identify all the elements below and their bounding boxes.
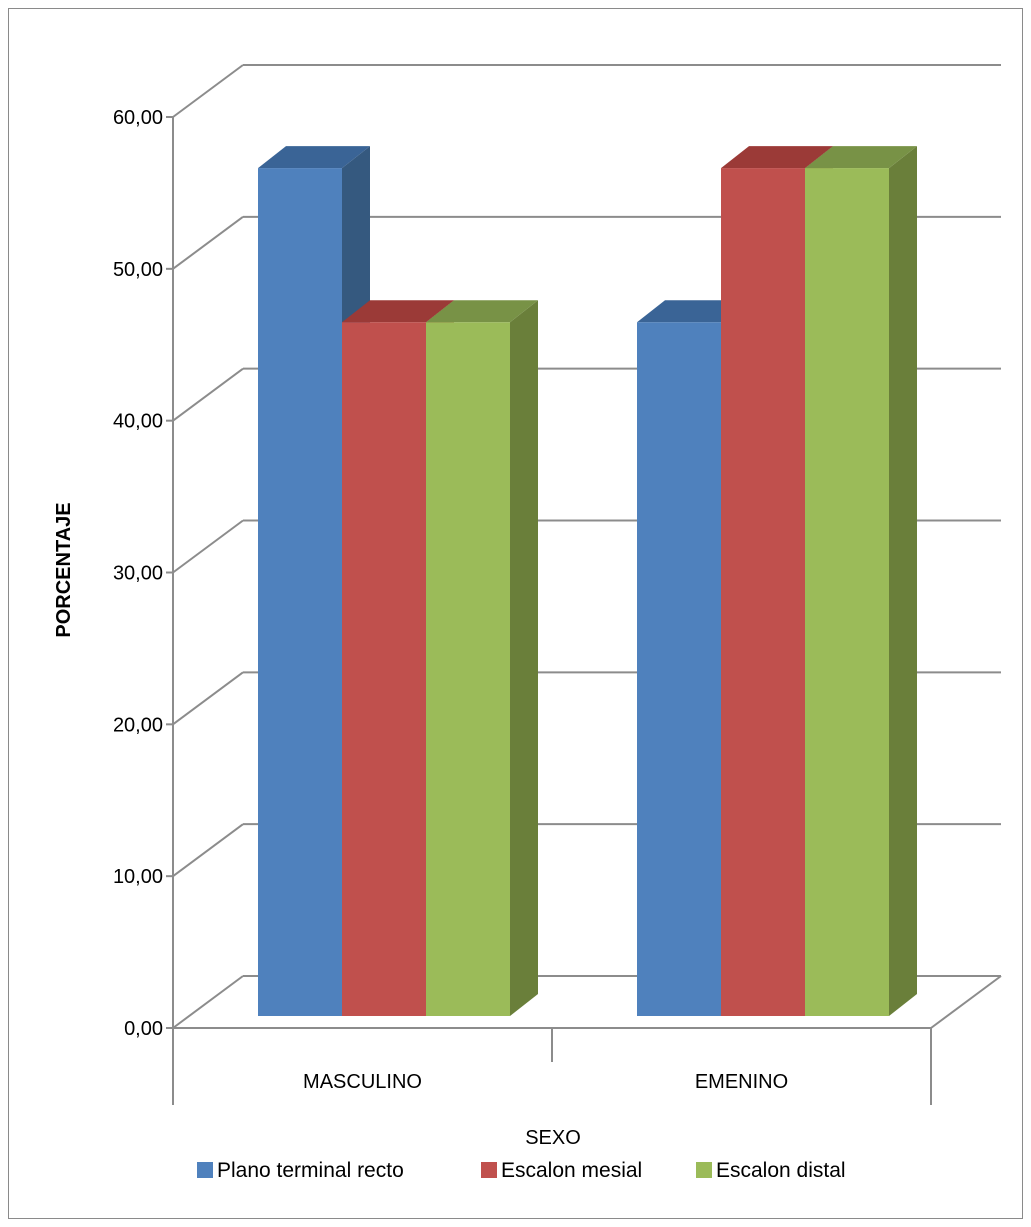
bar-top [426, 300, 538, 323]
bar-front [721, 168, 805, 1017]
bar-escalon-distal [805, 146, 917, 1017]
y-tick-label: 10,00 [113, 866, 163, 888]
legend-swatch [481, 1162, 497, 1178]
x-axis-title: SEXO [525, 1127, 581, 1149]
legend-item: Plano terminal recto [197, 1159, 404, 1182]
legend-item: Escalon distal [696, 1159, 846, 1182]
y-tick-label: 50,00 [113, 259, 163, 281]
gridline-diagonal [172, 519, 244, 574]
legend-item: Escalon mesial [481, 1159, 642, 1182]
bars [258, 146, 917, 1017]
legend-swatch [197, 1162, 213, 1178]
gridline-diagonal [172, 367, 244, 422]
bar-front [258, 168, 342, 1017]
x-tick-label: EMENINO [695, 1071, 788, 1093]
bar-top [258, 146, 370, 169]
gridline-diagonal [172, 671, 244, 726]
bar-front [426, 322, 510, 1016]
floor-right-edge [930, 975, 1002, 1029]
bar-front [342, 322, 426, 1016]
bar-top [721, 146, 833, 169]
bar-side [510, 300, 538, 1016]
bar-escalon-distal [426, 300, 538, 1016]
legend-swatch [696, 1162, 712, 1178]
y-tick-label: 30,00 [113, 563, 163, 585]
legend-label: Plano terminal recto [217, 1159, 404, 1182]
y-tick-label: 20,00 [113, 714, 163, 736]
bar-top [805, 146, 917, 169]
y-tick-label: 60,00 [113, 107, 163, 129]
y-tick-label: 40,00 [113, 411, 163, 433]
bar-top [342, 300, 454, 323]
legend: Plano terminal recto Escalon mesial Escalo… [197, 1159, 846, 1182]
bar-front [805, 168, 889, 1017]
legend-label: Escalon distal [716, 1159, 846, 1182]
gridline-diagonal [172, 975, 244, 1029]
legend-label: Escalon mesial [501, 1159, 642, 1182]
tick-labels: 0,00 10,00 20,00 30,00 40,00 50,00 60,00 MASCUL… [113, 107, 788, 1093]
axes [172, 117, 1002, 1105]
y-axis-title: PORCENTAJE [53, 502, 75, 637]
x-tick-label: MASCULINO [303, 1071, 422, 1093]
gridline-diagonal [172, 823, 244, 877]
bar-side [889, 146, 917, 1017]
bar-front [637, 322, 721, 1016]
gridline-diagonal [172, 216, 244, 270]
y-tick-label: 0,00 [124, 1018, 163, 1040]
gridline-diagonal [172, 64, 244, 118]
